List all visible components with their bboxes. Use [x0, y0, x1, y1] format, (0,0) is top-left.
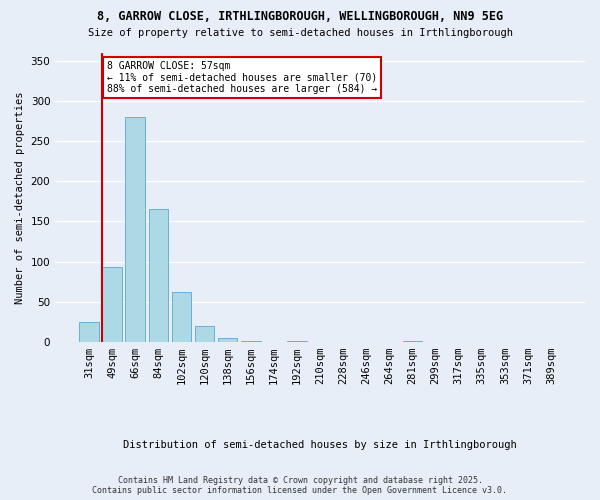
Text: Size of property relative to semi-detached houses in Irthlingborough: Size of property relative to semi-detach…: [88, 28, 512, 38]
Text: Contains HM Land Registry data © Crown copyright and database right 2025.
Contai: Contains HM Land Registry data © Crown c…: [92, 476, 508, 495]
Bar: [172, 292, 191, 342]
Bar: [195, 326, 214, 342]
Bar: [103, 268, 122, 342]
Bar: [79, 322, 99, 342]
Text: 8 GARROW CLOSE: 57sqm
← 11% of semi-detached houses are smaller (70)
88% of semi: 8 GARROW CLOSE: 57sqm ← 11% of semi-deta…: [107, 60, 377, 94]
Bar: [218, 338, 238, 342]
Bar: [149, 210, 168, 342]
Y-axis label: Number of semi-detached properties: Number of semi-detached properties: [15, 91, 25, 304]
X-axis label: Distribution of semi-detached houses by size in Irthlingborough: Distribution of semi-detached houses by …: [123, 440, 517, 450]
Text: 8, GARROW CLOSE, IRTHLINGBOROUGH, WELLINGBOROUGH, NN9 5EG: 8, GARROW CLOSE, IRTHLINGBOROUGH, WELLIN…: [97, 10, 503, 23]
Bar: [125, 117, 145, 342]
